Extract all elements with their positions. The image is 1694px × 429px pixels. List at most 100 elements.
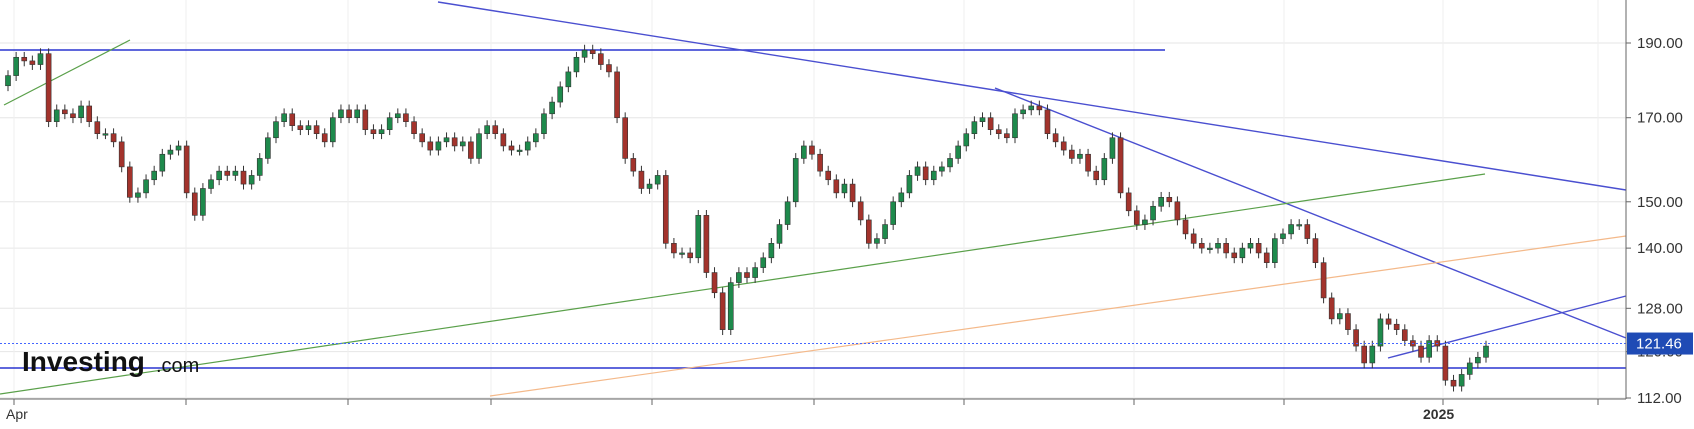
candle — [1150, 200, 1156, 226]
candle — [703, 209, 710, 278]
candle — [1401, 324, 1408, 346]
candle-body — [435, 141, 442, 151]
candle — [1304, 219, 1311, 244]
candle — [1101, 153, 1108, 186]
candle — [338, 104, 344, 124]
candle — [248, 170, 255, 190]
candle — [598, 48, 604, 70]
candle-body — [5, 75, 11, 87]
candle-body — [1450, 379, 1457, 387]
y-tick-label: 140.00 — [1637, 240, 1683, 257]
candle-body — [1385, 318, 1392, 325]
candle-body — [1475, 356, 1481, 364]
candle-body — [1004, 133, 1010, 139]
candle — [1272, 233, 1278, 269]
candle-body — [825, 170, 832, 181]
candle — [1353, 324, 1359, 352]
candle-body — [1320, 262, 1327, 299]
candle-body — [589, 49, 596, 54]
candle — [1044, 104, 1051, 140]
y-tick-label: 128.00 — [1637, 300, 1683, 317]
candle-body — [37, 53, 44, 65]
candle-body — [541, 113, 547, 135]
candle — [1247, 237, 1254, 254]
candle-body — [208, 179, 214, 189]
candle — [1125, 187, 1132, 217]
candle-body — [126, 166, 133, 198]
candle — [809, 140, 815, 160]
candle-body — [200, 188, 206, 216]
candle — [930, 165, 937, 186]
axes: 190.00170.00150.00140.00128.00120.00112.… — [0, 0, 1683, 422]
candle — [386, 112, 393, 136]
candle-body — [370, 129, 377, 135]
candle-body — [167, 149, 174, 155]
logo-suffix: .com — [156, 355, 199, 377]
x-tick-label-2025: 2025 — [1423, 406, 1454, 422]
candle — [1361, 340, 1368, 369]
candle — [224, 165, 231, 181]
candle-body — [240, 170, 247, 185]
candle-body — [476, 133, 482, 159]
candle-body — [1020, 109, 1026, 115]
candle-body — [695, 215, 702, 259]
candle — [744, 267, 750, 283]
candle — [419, 128, 425, 148]
candle — [630, 153, 637, 177]
candle — [736, 267, 742, 288]
candle — [200, 183, 206, 221]
candle-body — [508, 145, 515, 151]
candle — [1142, 214, 1148, 230]
candle — [841, 178, 848, 199]
candle — [403, 108, 409, 128]
candle — [1320, 257, 1327, 304]
candle-body — [971, 121, 978, 135]
candle-body — [1158, 197, 1164, 207]
candle-body — [1101, 158, 1108, 181]
candle-body — [622, 117, 629, 159]
candle-body — [273, 121, 279, 139]
candle-body — [224, 170, 231, 176]
candle-body — [1109, 137, 1116, 159]
candle — [662, 170, 669, 249]
candle — [825, 165, 832, 186]
candle-body — [1207, 247, 1213, 250]
candle-body — [1133, 210, 1140, 225]
candle — [573, 51, 580, 78]
candle-body — [719, 292, 726, 330]
candle — [451, 132, 458, 152]
candle-body — [289, 113, 296, 126]
candle-body — [581, 49, 588, 58]
candle-body — [1036, 105, 1043, 111]
candle-body — [963, 133, 970, 147]
candle-body — [752, 267, 758, 278]
candle — [1483, 340, 1489, 363]
candle — [801, 140, 807, 164]
candle-body — [1231, 252, 1238, 259]
candle — [167, 144, 174, 160]
candle — [378, 124, 385, 140]
candle — [411, 116, 417, 140]
candle — [939, 161, 945, 177]
candle — [1369, 340, 1376, 369]
candle-body — [549, 101, 555, 115]
candle — [135, 187, 141, 203]
candle — [175, 140, 182, 156]
candle-body — [1247, 243, 1254, 249]
candle-body — [1345, 313, 1351, 330]
y-tick-label: 170.00 — [1637, 110, 1683, 127]
candle-body — [1174, 201, 1181, 221]
candle — [208, 174, 214, 194]
candle — [476, 128, 482, 164]
candle — [70, 108, 76, 124]
candle-body — [1426, 340, 1432, 358]
candle — [882, 219, 888, 244]
candle — [995, 124, 1002, 140]
candle — [671, 237, 677, 259]
candle-body — [533, 133, 539, 143]
candle — [1190, 228, 1197, 249]
candle-body — [557, 86, 564, 103]
candle-body — [403, 113, 409, 122]
candle-body — [183, 145, 190, 194]
